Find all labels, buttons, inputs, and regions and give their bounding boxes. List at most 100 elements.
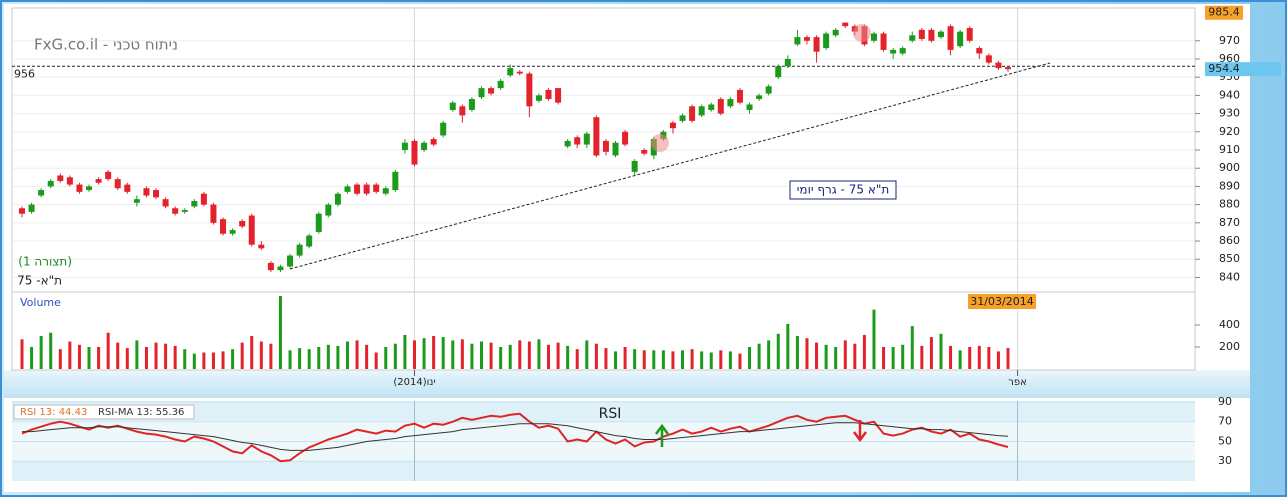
volume-label: Volume <box>20 296 61 309</box>
candle-body <box>363 184 370 194</box>
volume-bar <box>671 351 675 369</box>
candle-body <box>28 204 35 212</box>
volume-bar <box>547 344 551 369</box>
candle-body <box>717 99 724 114</box>
highlight-circle <box>651 134 669 152</box>
candle-body <box>153 190 160 198</box>
volume-bar <box>815 342 819 369</box>
y-tick-label: 840 <box>1219 270 1240 283</box>
candle-body <box>765 86 772 94</box>
volume-bar <box>738 353 742 369</box>
volume-bar <box>566 345 570 369</box>
volume-bar <box>939 333 943 369</box>
volume-bar <box>853 343 857 369</box>
candle-body <box>440 122 447 136</box>
volume-bar <box>824 344 828 369</box>
volume-bar <box>326 344 330 369</box>
rsi-tick-label: 70 <box>1218 415 1232 428</box>
candle-body <box>277 266 284 271</box>
volume-bar <box>891 347 895 369</box>
candle-body <box>756 95 763 100</box>
candle-body <box>622 131 629 145</box>
candle-body <box>334 193 341 205</box>
volume-bar <box>384 347 388 369</box>
candle-body <box>985 55 992 63</box>
volume-bar <box>508 344 512 369</box>
volume-bar <box>958 350 962 369</box>
grid: 8408508608708808909009109209309409509609… <box>12 8 1240 481</box>
candle-body <box>928 29 935 41</box>
up-arrow <box>655 423 669 447</box>
volume-bar <box>374 352 378 369</box>
candle-body <box>287 255 294 267</box>
volume-bar <box>211 352 215 369</box>
volume-bar <box>968 347 972 369</box>
candle-body <box>488 88 495 94</box>
candle-body <box>545 89 552 100</box>
candle-body <box>57 175 64 181</box>
volume-bar <box>776 333 780 369</box>
x-tick-label: (2014)ינו <box>393 377 435 388</box>
volume-bar <box>336 345 340 369</box>
candle-body <box>784 58 791 67</box>
volume-bar <box>700 351 704 369</box>
volume-bar <box>345 341 349 369</box>
candle-body <box>239 221 246 227</box>
candle-body <box>593 117 600 156</box>
candle-body <box>172 208 179 214</box>
candle-body <box>373 184 380 192</box>
main-border <box>11 7 1196 371</box>
volume-bar <box>479 341 483 369</box>
candle-body <box>736 89 743 103</box>
volume-bar <box>882 347 886 369</box>
date-box <box>968 294 1036 309</box>
annotation: (תצורה 1) <box>18 255 72 269</box>
candle-body <box>631 160 638 172</box>
candle-body <box>574 137 581 145</box>
volume-bar <box>144 347 148 369</box>
volume-bar <box>767 340 771 369</box>
candle-body <box>315 213 322 232</box>
volume-bar <box>805 338 809 369</box>
volume-bar <box>623 347 627 369</box>
volume-bar <box>20 339 24 369</box>
volume-bar <box>920 345 924 369</box>
volume-bar <box>843 340 847 369</box>
volume-bar <box>317 347 321 369</box>
volume-bar <box>441 337 445 369</box>
candle-body <box>200 193 207 205</box>
volume-bar <box>355 340 359 369</box>
candle-body <box>19 208 25 214</box>
candle-body <box>976 48 983 54</box>
candle-body <box>181 210 188 212</box>
candle-body <box>124 184 131 192</box>
volume-bar <box>499 347 503 369</box>
candle-body <box>210 204 217 223</box>
volume-bar <box>87 347 91 369</box>
candle-body <box>641 150 648 154</box>
rsi-title: RSI <box>599 406 622 422</box>
volume-bar <box>202 352 206 369</box>
candle-body <box>229 230 236 234</box>
volume-bar <box>106 332 110 369</box>
candle-body <box>143 188 150 196</box>
candle-body <box>947 26 954 50</box>
volume-bar <box>872 309 876 369</box>
volume-bar <box>977 345 981 369</box>
y-tick-label: 970 <box>1219 34 1240 47</box>
candle-body <box>507 68 514 76</box>
volume-bar <box>154 342 158 369</box>
rsi-legend-box <box>13 404 195 420</box>
volume-bar <box>412 340 416 369</box>
candle-body <box>870 33 877 41</box>
volume-bar <box>173 345 177 369</box>
candle-body <box>564 140 571 147</box>
volume-bar <box>556 342 560 369</box>
y-tick-label: 910 <box>1219 143 1240 156</box>
candle-body <box>909 35 916 41</box>
volume-bar <box>949 345 953 369</box>
volume-bar <box>231 349 235 369</box>
candle-body <box>602 140 609 152</box>
